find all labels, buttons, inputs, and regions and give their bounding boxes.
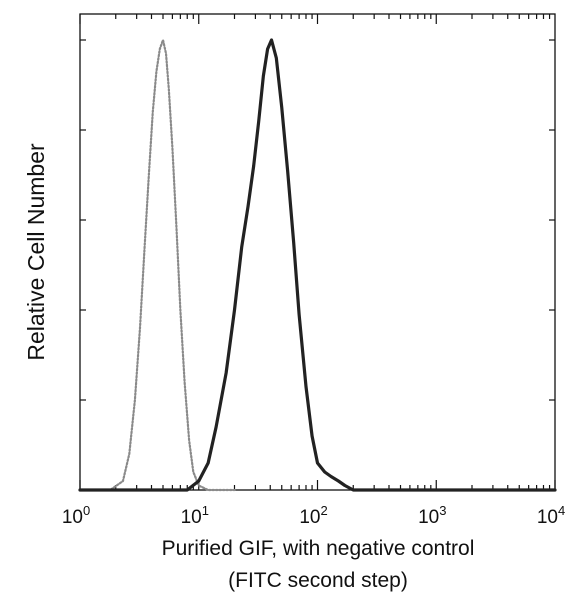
x-tick-label: 103 — [418, 503, 446, 528]
x-tick-label: 101 — [181, 503, 209, 528]
series-line-1-negative-control — [78, 38, 236, 492]
y-axis-label: Relative Cell Number — [23, 143, 49, 361]
x-axis — [79, 14, 556, 490]
x-tick-labels: 100 101 102 103 104 — [62, 503, 565, 528]
series-line-2-sample — [78, 38, 557, 492]
x-axis-label-line2: (FITC second step) — [228, 569, 408, 592]
x-tick-label: 102 — [299, 503, 327, 528]
x-tick-label: 100 — [62, 503, 90, 528]
series-layer — [78, 38, 557, 492]
x-axis-label: Purified GIF, with negative control — [162, 537, 475, 560]
y-axis — [80, 39, 555, 491]
x-tick-label: 104 — [537, 503, 565, 528]
plot-frame — [79, 13, 556, 491]
